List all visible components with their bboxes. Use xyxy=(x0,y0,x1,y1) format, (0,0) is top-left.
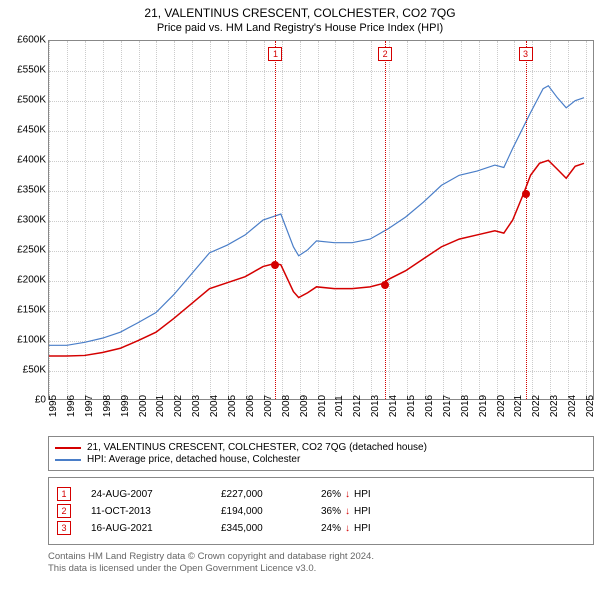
sale-marker-line xyxy=(526,41,527,399)
y-tick-label: £350K xyxy=(6,185,46,196)
sale-delta: 36% ↓ HPI xyxy=(321,506,431,517)
y-tick-label: £600K xyxy=(6,35,46,46)
sale-price: £227,000 xyxy=(221,489,301,500)
sale-row: 1 24-AUG-2007 £227,000 26% ↓ HPI xyxy=(57,487,585,501)
y-tick-label: £450K xyxy=(6,125,46,136)
y-axis-ticks: £0£50K£100K£150K£200K£250K£300K£350K£400… xyxy=(6,40,48,400)
x-axis-ticks: 1995199619971998199920002001200220032004… xyxy=(48,402,594,436)
sale-delta-pct: 24% xyxy=(321,523,341,534)
sale-row: 3 16-AUG-2021 £345,000 24% ↓ HPI xyxy=(57,521,585,535)
legend-label: 21, VALENTINUS CRESCENT, COLCHESTER, CO2… xyxy=(87,442,427,453)
arrow-down-icon: ↓ xyxy=(345,506,350,517)
legend-item: 21, VALENTINUS CRESCENT, COLCHESTER, CO2… xyxy=(55,442,587,453)
y-tick-label: £250K xyxy=(6,245,46,256)
sale-row: 2 11-OCT-2013 £194,000 36% ↓ HPI xyxy=(57,504,585,518)
sale-delta-pct: 36% xyxy=(321,506,341,517)
sale-delta-suffix: HPI xyxy=(354,506,371,517)
sale-marker-dot xyxy=(522,190,530,198)
chart-lines xyxy=(49,41,593,399)
sale-number-box: 3 xyxy=(57,521,71,535)
footnote: Contains HM Land Registry data © Crown c… xyxy=(48,551,594,576)
legend-swatch xyxy=(55,459,81,461)
sale-number-box: 2 xyxy=(57,504,71,518)
sale-delta: 26% ↓ HPI xyxy=(321,489,431,500)
sale-delta-pct: 26% xyxy=(321,489,341,500)
y-tick-label: £300K xyxy=(6,215,46,226)
legend: 21, VALENTINUS CRESCENT, COLCHESTER, CO2… xyxy=(48,436,594,471)
sale-price: £194,000 xyxy=(221,506,301,517)
sale-marker-line xyxy=(275,41,276,399)
sale-marker-line xyxy=(385,41,386,399)
sale-date: 11-OCT-2013 xyxy=(91,506,201,517)
y-tick-label: £400K xyxy=(6,155,46,166)
sales-table: 1 24-AUG-2007 £227,000 26% ↓ HPI 2 11-OCT-2013 £… xyxy=(48,477,594,545)
legend-item: HPI: Average price, detached house, Colc… xyxy=(55,454,587,465)
y-tick-label: £200K xyxy=(6,275,46,286)
sale-date: 16-AUG-2021 xyxy=(91,523,201,534)
sale-delta: 24% ↓ HPI xyxy=(321,523,431,534)
y-tick-label: £500K xyxy=(6,95,46,106)
sale-number-box: 1 xyxy=(57,487,71,501)
series-line-property xyxy=(49,160,584,356)
sale-marker-dot xyxy=(271,261,279,269)
sale-marker-number: 1 xyxy=(268,47,282,61)
footnote-line2: This data is licensed under the Open Gov… xyxy=(48,563,594,575)
sale-date: 24-AUG-2007 xyxy=(91,489,201,500)
legend-label: HPI: Average price, detached house, Colc… xyxy=(87,454,300,465)
y-tick-label: £150K xyxy=(6,305,46,316)
sale-marker-number: 3 xyxy=(519,47,533,61)
legend-swatch xyxy=(55,447,81,449)
series-line-hpi xyxy=(49,86,584,346)
arrow-down-icon: ↓ xyxy=(345,523,350,534)
chart-subtitle: Price paid vs. HM Land Registry's House … xyxy=(6,22,594,34)
y-tick-label: £100K xyxy=(6,335,46,346)
footnote-line1: Contains HM Land Registry data © Crown c… xyxy=(48,551,594,563)
y-tick-label: £50K xyxy=(6,365,46,376)
price-chart: { "title": "21, VALENTINUS CRESCENT, COL… xyxy=(0,0,600,590)
x-tick-label: 2025 xyxy=(585,395,600,417)
chart-title: 21, VALENTINUS CRESCENT, COLCHESTER, CO2… xyxy=(6,6,594,20)
y-tick-label: £0 xyxy=(6,395,46,406)
sale-marker-dot xyxy=(381,281,389,289)
sale-price: £345,000 xyxy=(221,523,301,534)
sale-delta-suffix: HPI xyxy=(354,489,371,500)
sale-delta-suffix: HPI xyxy=(354,523,371,534)
sale-marker-number: 2 xyxy=(378,47,392,61)
plot-area: 1 2 3 xyxy=(48,40,594,400)
arrow-down-icon: ↓ xyxy=(345,489,350,500)
y-tick-label: £550K xyxy=(6,65,46,76)
